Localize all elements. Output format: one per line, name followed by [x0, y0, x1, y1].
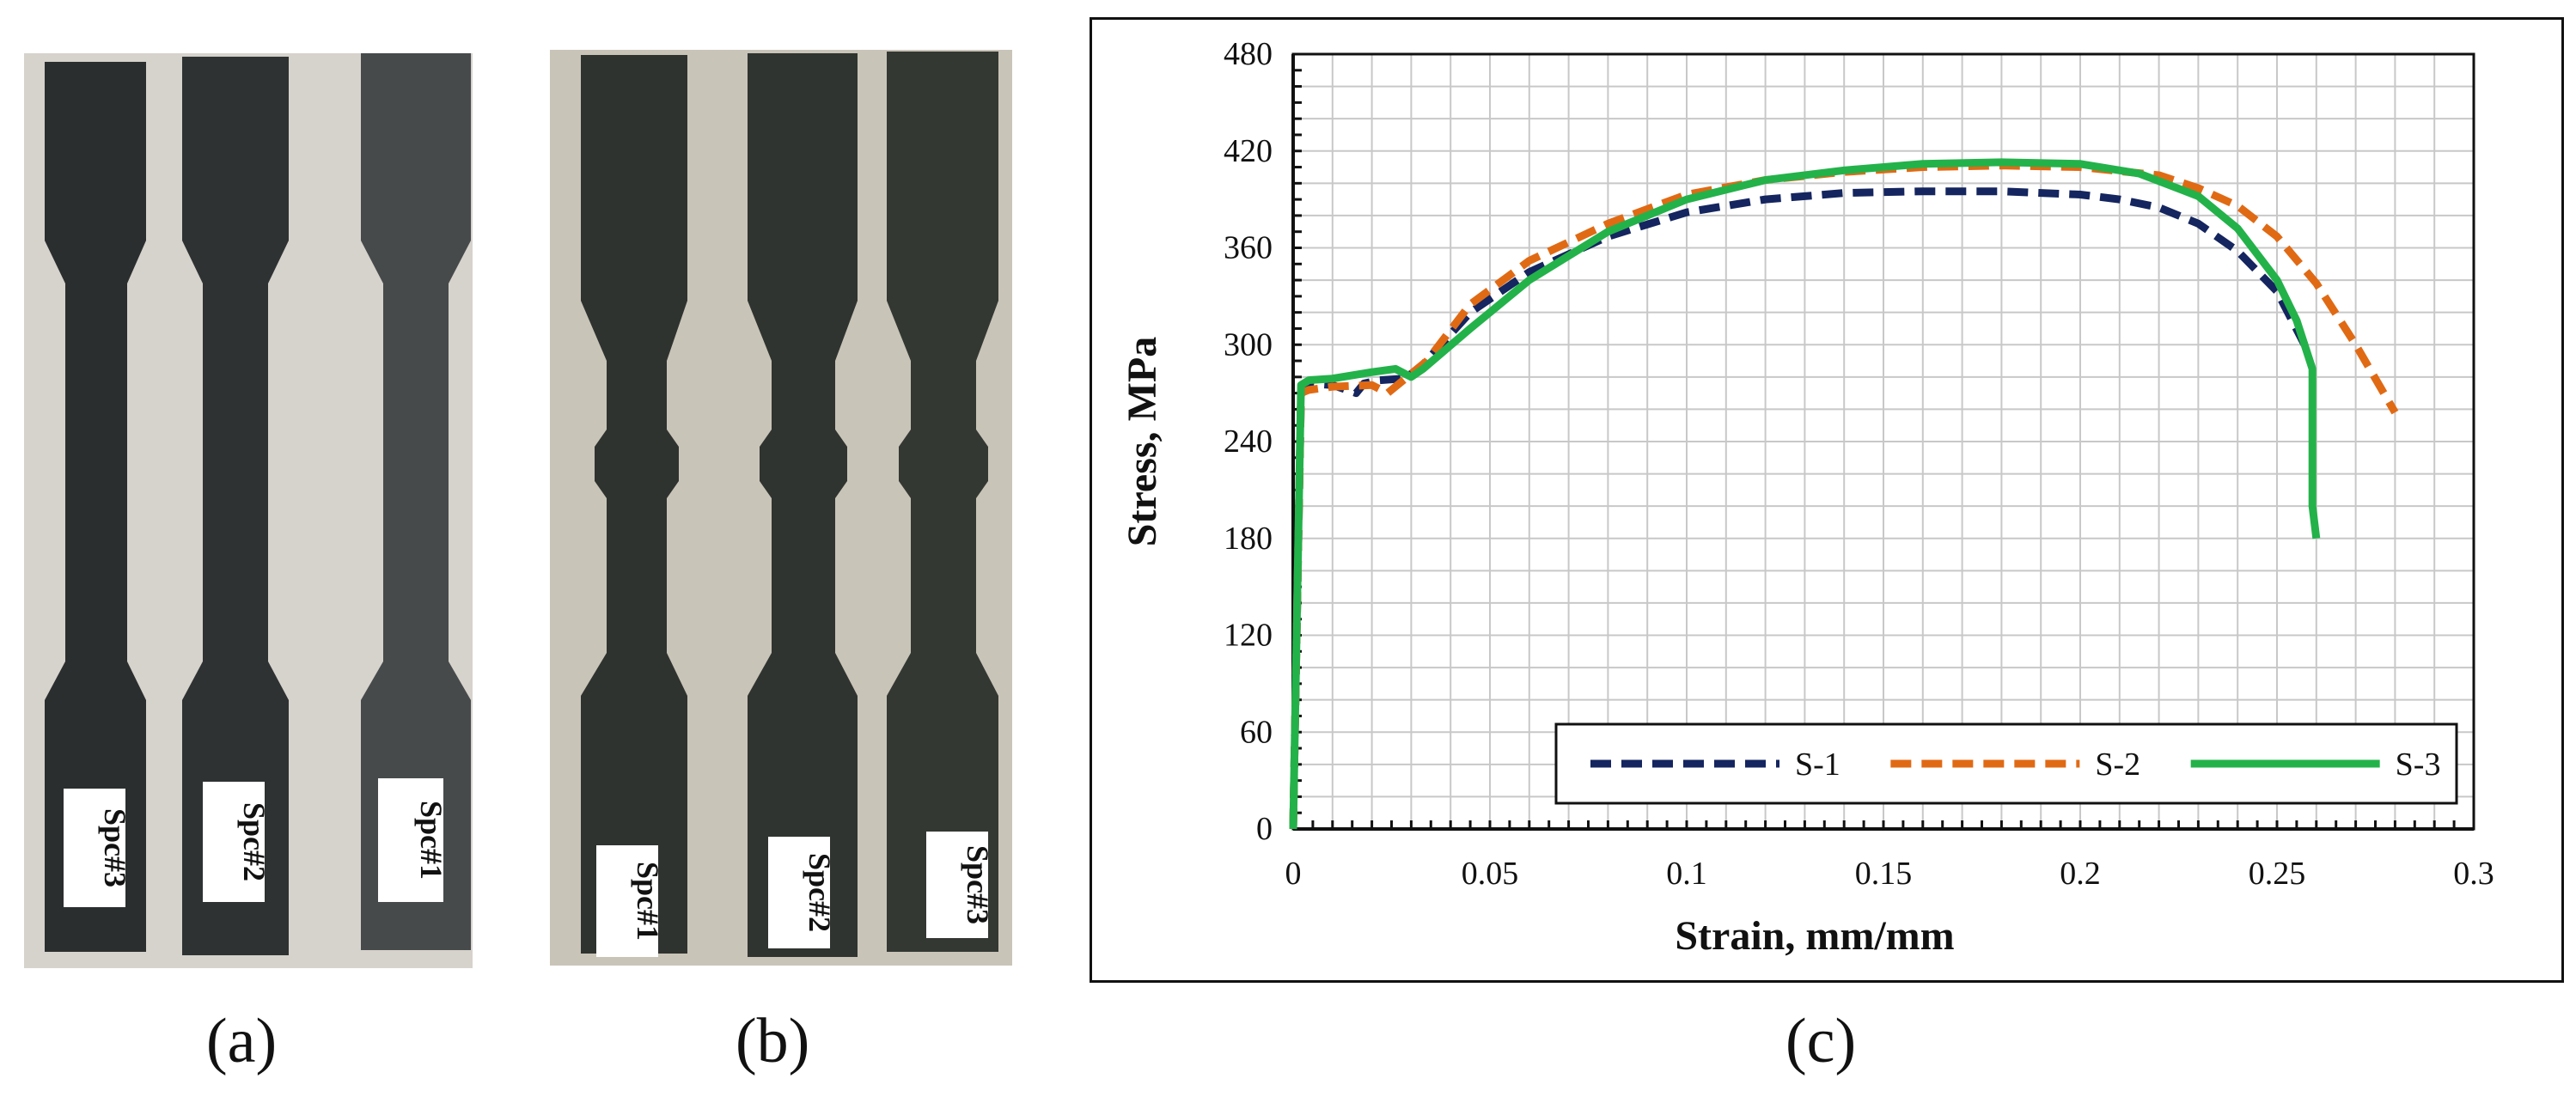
specimen-b1 [581, 55, 687, 954]
y-tick-label: 60 [1240, 714, 1273, 750]
x-axis-title: Strain, mm/mm [1675, 913, 1954, 959]
tag-a3-box [378, 778, 443, 902]
y-tick-label: 240 [1224, 424, 1273, 460]
tag-b1: Spc#1 [631, 862, 665, 941]
tag-b1-box [596, 845, 658, 957]
tag-a1: Spc#3 [98, 808, 132, 887]
photo-b: Spc#1 Spc#2 Spc#3 [550, 50, 1012, 966]
tag-a3: Spc#1 [414, 801, 449, 880]
x-tick-label: 0.25 [2249, 856, 2306, 892]
chart-frame: 0 60 120 180 240 300 360 420 480 0 0.05 0.1 0.15 0.2 0… [1090, 17, 2564, 983]
stress-strain-chart: 0 60 120 180 240 300 360 420 480 0 0.05 0.1 0.15 0.2 0… [1120, 36, 2494, 959]
tag-a2: Spc#2 [237, 802, 272, 881]
tag-b2: Spc#2 [803, 853, 837, 932]
legend-label-s-2: S-2 [2095, 747, 2140, 783]
tag-b3: Spc#3 [961, 845, 995, 924]
tag-b2-box [768, 837, 830, 948]
x-tick-label: 0 [1285, 856, 1302, 892]
legend-label-s-3: S-3 [2396, 747, 2441, 783]
y-tick-label: 480 [1224, 36, 1273, 72]
y-tick-label: 0 [1256, 811, 1273, 847]
series-line-s-3 [1289, 158, 2321, 830]
y-tick-label: 420 [1224, 133, 1273, 169]
specimen-a1 [45, 62, 146, 952]
x-tick-label: 0.3 [2453, 856, 2494, 892]
tag-a2-box [203, 782, 265, 902]
x-tick-label: 0.15 [1855, 856, 1913, 892]
y-tick-label: 180 [1224, 521, 1273, 557]
y-tick-label: 120 [1224, 618, 1273, 654]
y-axis-title: Stress, MPa [1120, 337, 1165, 546]
tag-a1-box [64, 789, 125, 907]
photo-a: Spc#3 Spc#2 Spc#1 [24, 53, 473, 968]
specimen-b2 [748, 53, 858, 957]
x-tick-label: 0.05 [1462, 856, 1519, 892]
panel-label-c: (c) [1785, 1006, 1857, 1076]
tag-b3-box [926, 832, 988, 938]
y-tick-label: 360 [1224, 230, 1273, 266]
panel-label-b: (b) [736, 1006, 810, 1076]
legend-label-s-1: S-1 [1795, 747, 1840, 783]
specimen-a2 [182, 57, 289, 955]
panel-label-a: (a) [206, 1006, 278, 1076]
y-tick-label: 300 [1224, 326, 1273, 363]
specimen-a3 [361, 53, 471, 950]
specimen-b3 [887, 52, 998, 952]
x-tick-label: 0.1 [1666, 856, 1707, 892]
series-line-s-1 [1289, 187, 2309, 830]
x-tick-label: 0.2 [2060, 856, 2101, 892]
